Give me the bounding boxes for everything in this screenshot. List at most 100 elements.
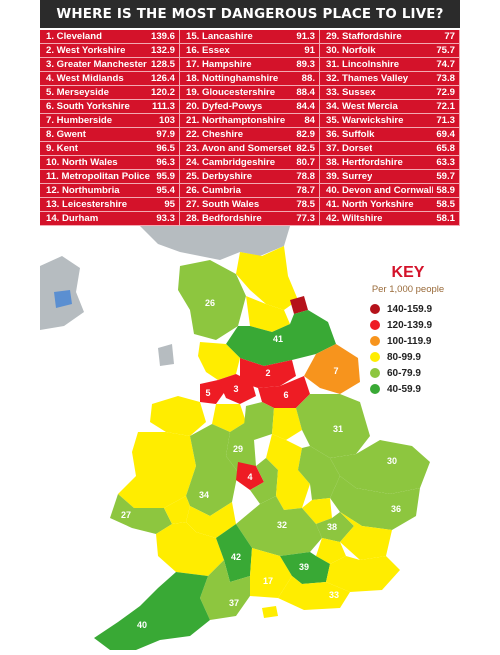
- ranking-row: 25. Derbyshire 78.8: [180, 170, 320, 184]
- ranking-name: 6. South Yorkshire: [46, 101, 130, 112]
- legend-items: 140-159.9 120-139.9 100-119.9 80-99.9 60-79.…: [358, 301, 458, 397]
- legend-label: 80-99.9: [387, 351, 421, 363]
- region-metropolitan: [316, 538, 346, 564]
- ranking-name: 41. North Yorkshire: [326, 199, 414, 210]
- region-surrey: [280, 552, 330, 584]
- region-thames-valley: [236, 496, 322, 556]
- ranking-name: 24. Cambridgeshire: [186, 157, 276, 168]
- legend-item: 40-59.9: [358, 381, 458, 397]
- ranking-row: 12. Northumbria 95.4: [40, 184, 180, 198]
- ranking-name: 19. Gloucestershire: [186, 87, 276, 98]
- ranking-name: 3. Greater Manchester: [46, 59, 147, 70]
- map-region-number: 38: [327, 522, 337, 532]
- ranking-name: 38. Hertfordshire: [326, 157, 403, 168]
- legend-item: 100-119.9: [358, 333, 458, 349]
- ranking-name: 23. Avon and Somerset: [186, 143, 292, 154]
- ranking-name: 34. West Mercia: [326, 101, 398, 112]
- ranking-value: 93.3: [156, 213, 175, 224]
- ranking-row: 3. Greater Manchester 128.5: [40, 58, 180, 72]
- legend-label: 140-159.9: [387, 303, 433, 315]
- region-wiltshire: [216, 524, 252, 582]
- ranking-row: 16. Essex 91: [180, 44, 320, 58]
- legend-item: 140-159.9: [358, 301, 458, 317]
- map-region-number: 30: [387, 456, 397, 466]
- region-gwent: [164, 496, 190, 524]
- ranking-row: 19. Gloucestershire 88.4: [180, 86, 320, 100]
- map-region-number: 6: [283, 390, 288, 400]
- region-north-yorkshire: [226, 310, 336, 366]
- legend-swatch: [370, 368, 380, 378]
- ranking-name: 14. Durham: [46, 213, 99, 224]
- ranking-value: 72.1: [436, 101, 455, 112]
- region-cleveland: [290, 296, 308, 314]
- ranking-value: 139.6: [150, 31, 175, 42]
- ranking-name: 20. Dyfed-Powys: [186, 101, 263, 112]
- ranking-value: 95: [164, 199, 175, 210]
- ranking-row: 15. Lancashire 91.3: [180, 30, 320, 44]
- ranking-row: 6. South Yorkshire 111.3: [40, 100, 180, 114]
- region-cambridgeshire: [298, 446, 340, 500]
- legend-item: 80-99.9: [358, 349, 458, 365]
- ranking-value: 75.7: [436, 45, 455, 56]
- map-region-number: 37: [229, 598, 239, 608]
- ranking-name: 13. Leicestershire: [46, 199, 128, 210]
- ranking-row: 5. Merseyside 120.2: [40, 86, 180, 100]
- page-title: WHERE IS THE MOST DANGEROUS PLACE TO LIV…: [40, 0, 460, 28]
- region-sussex: [278, 576, 350, 610]
- ranking-value: 132.9: [150, 45, 175, 56]
- region-lancashire: [198, 342, 240, 380]
- ranking-row: 17. Hampshire 89.3: [180, 58, 320, 72]
- ranking-value: 78.7: [296, 185, 315, 196]
- ranking-name: 10. North Wales: [46, 157, 118, 168]
- region-lincolnshire: [296, 394, 370, 458]
- ranking-value: 78.8: [296, 171, 315, 182]
- ranking-name: 15. Lancashire: [186, 31, 253, 42]
- ranking-row: 2. West Yorkshire 132.9: [40, 44, 180, 58]
- ranking-value: 78.5: [296, 199, 315, 210]
- isle-of-wight: [262, 606, 278, 618]
- ranking-name: 33. Sussex: [326, 87, 376, 98]
- ranking-name: 35. Warwickshire: [326, 115, 404, 126]
- ranking-row: 4. West Midlands 126.4: [40, 72, 180, 86]
- ranking-name: 4. West Midlands: [46, 73, 124, 84]
- ranking-value: 103: [158, 115, 175, 126]
- rankings-column-2: 15. Lancashire 91.3 16. Essex 91 17. Hampshi…: [180, 30, 320, 226]
- region-hampshire: [250, 548, 292, 598]
- region-south-yorkshire: [258, 376, 310, 408]
- region-cumbria: [178, 260, 246, 340]
- region-suffolk: [330, 476, 420, 530]
- ranking-name: 31. Lincolnshire: [326, 59, 400, 70]
- legend-label: 60-79.9: [387, 367, 421, 379]
- region-west-yorkshire: [240, 358, 296, 388]
- ranking-name: 26. Cumbria: [186, 185, 241, 196]
- region-durham: [246, 296, 290, 332]
- region-staffordshire: [226, 422, 256, 472]
- ranking-row: 21. Northamptonshire 84: [180, 114, 320, 128]
- ranking-row: 41. North Yorkshire 58.5: [320, 198, 460, 212]
- region-essex: [340, 512, 392, 560]
- ranking-value: 95.4: [156, 185, 175, 196]
- ranking-row: 31. Lincolnshire 74.7: [320, 58, 460, 72]
- ranking-row: 40. Devon and Cornwall 58.9: [320, 184, 460, 198]
- rankings-column-3: 29. Staffordshire 77 30. Norfolk 75.7 31. Li…: [320, 30, 460, 226]
- legend: KEY Per 1,000 people 140-159.9 120-139.9 1…: [358, 264, 458, 397]
- legend-label: 100-119.9: [387, 335, 432, 347]
- ranking-name: 28. Bedfordshire: [186, 213, 262, 224]
- map-region-number: 26: [205, 298, 215, 308]
- ranking-row: 22. Cheshire 82.9: [180, 128, 320, 142]
- ranking-name: 36. Suffolk: [326, 129, 375, 140]
- map-region-number: 5: [205, 388, 210, 398]
- region-dyfed-powys: [118, 432, 196, 508]
- region-northumbria: [236, 246, 298, 310]
- ranking-row: 20. Dyfed-Powys 84.4: [180, 100, 320, 114]
- ranking-value: 120.2: [150, 87, 175, 98]
- ranking-row: 27. South Wales 78.5: [180, 198, 320, 212]
- legend-swatch: [370, 304, 380, 314]
- ranking-name: 37. Dorset: [326, 143, 373, 154]
- ranking-value: 82.5: [296, 143, 315, 154]
- ranking-row: 29. Staffordshire 77: [320, 30, 460, 44]
- region-bedfordshire: [302, 498, 332, 524]
- ranking-name: 2. West Yorkshire: [46, 45, 126, 56]
- ranking-value: 96.5: [156, 143, 175, 154]
